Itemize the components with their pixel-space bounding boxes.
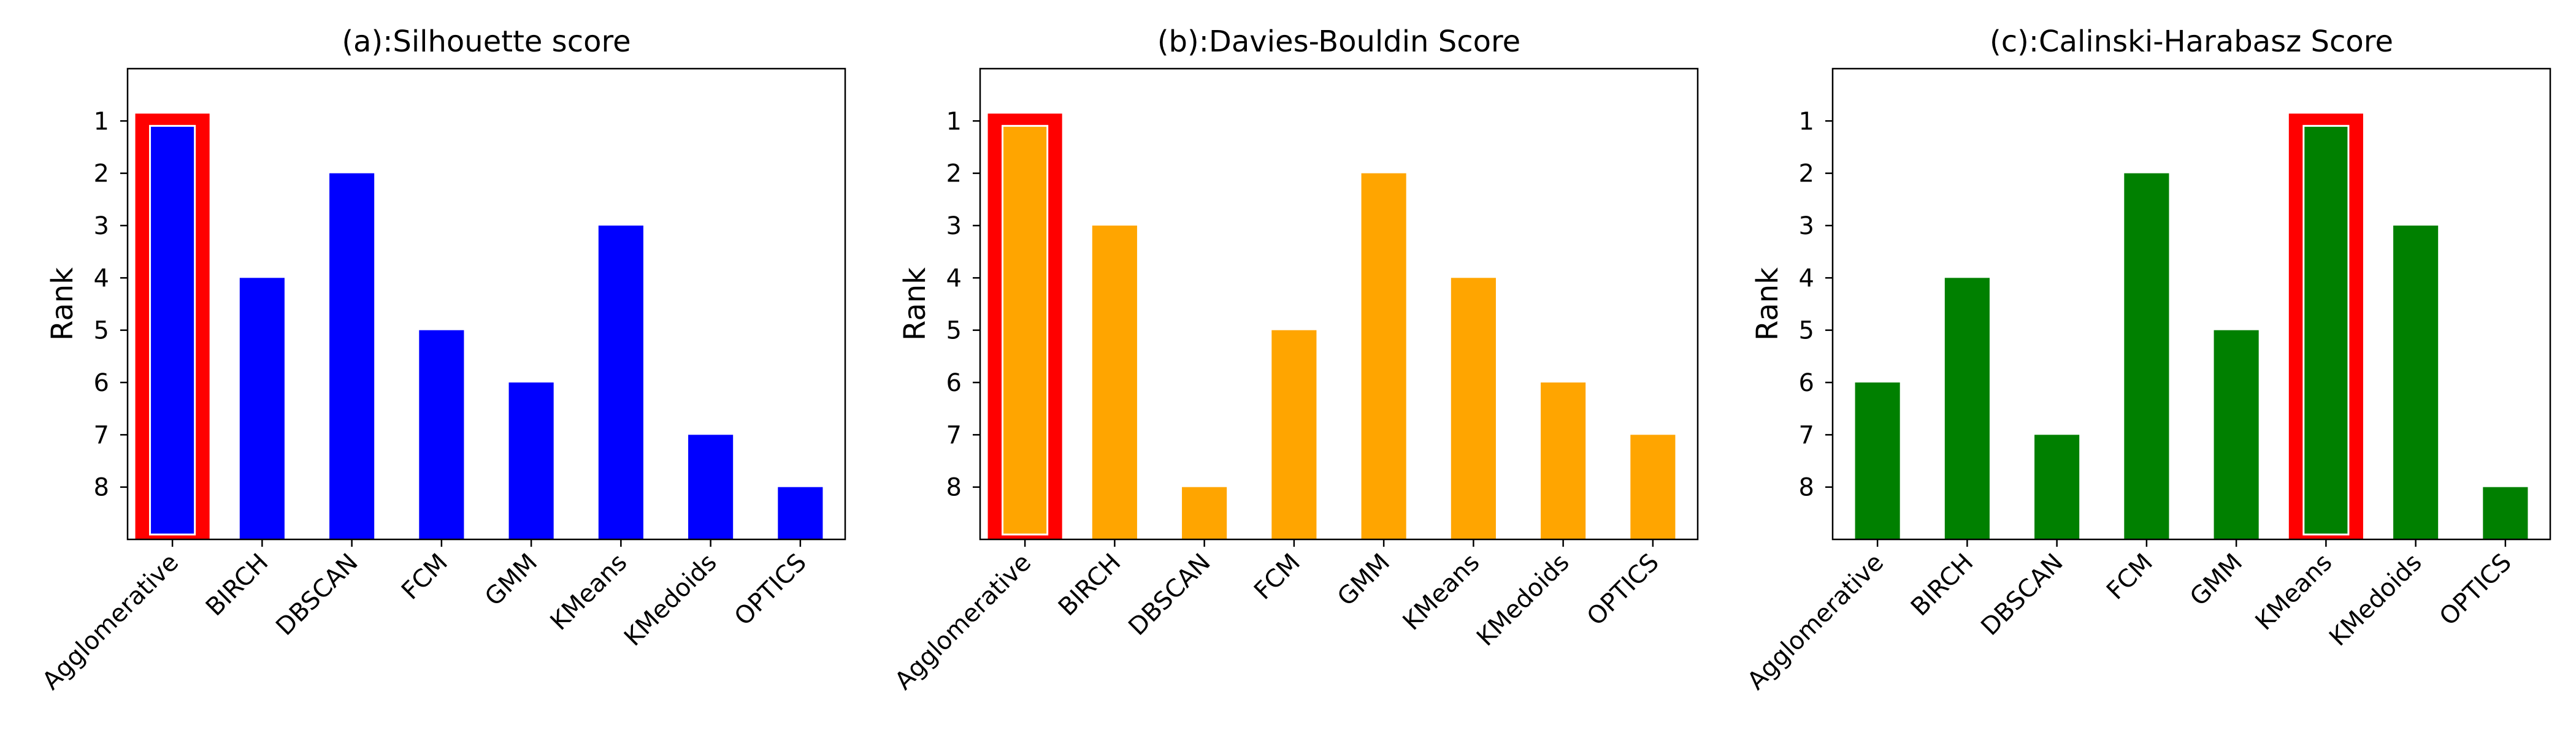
bar	[1361, 173, 1406, 540]
x-tick-label: FCM	[396, 549, 453, 606]
x-tick-label: KMedoids	[2324, 549, 2428, 652]
y-axis-label: Rank	[1750, 267, 1785, 341]
y-tick-label: 8	[1799, 474, 1814, 502]
x-tick-label: KMeans	[2250, 549, 2338, 636]
y-tick-label: 4	[946, 264, 962, 292]
x-tick-label: BIRCH	[201, 549, 274, 622]
bar	[2393, 226, 2439, 539]
y-tick-label: 7	[94, 421, 109, 449]
x-tick-label: Agglomerative	[37, 549, 184, 696]
x-tick-label: BIRCH	[1906, 549, 1979, 622]
x-tick-label: Agglomerative	[1742, 549, 1889, 696]
bar	[1541, 382, 1586, 539]
x-tick-label: OPTICS	[2434, 549, 2517, 631]
x-tick-label: GMM	[1332, 549, 1395, 612]
y-tick-label: 3	[94, 212, 109, 240]
bar	[239, 278, 285, 539]
y-tick-label: 2	[946, 160, 962, 188]
y-tick-label: 7	[946, 421, 962, 449]
x-tick-label: GMM	[480, 549, 543, 612]
plot-frame	[126, 67, 846, 541]
x-tick-label: OPTICS	[1582, 549, 1665, 631]
chart-title: (a):Silhouette score	[342, 25, 631, 59]
y-axis-label: Rank	[898, 267, 932, 341]
x-tick-label: BIRCH	[1053, 549, 1127, 622]
y-tick-label: 5	[94, 317, 109, 345]
y-tick-label: 5	[946, 317, 962, 345]
y-tick-label: 7	[1799, 421, 1814, 449]
bar	[1855, 382, 1900, 539]
bar	[2302, 124, 2350, 536]
y-tick-label: 4	[1799, 264, 1814, 292]
y-tick-label: 1	[946, 107, 962, 135]
bar	[598, 226, 643, 539]
bar	[2124, 173, 2169, 540]
chart-title: (c):Calinski-Harabasz Score	[1990, 25, 2393, 59]
y-tick-label: 1	[1799, 107, 1814, 135]
x-tick-label: Agglomerative	[889, 549, 1037, 696]
x-tick-label: KMeans	[1398, 549, 1485, 636]
y-tick-label: 8	[94, 474, 109, 502]
x-tick-label: KMeans	[545, 549, 633, 636]
x-tick-label: DBSCAN	[270, 549, 363, 641]
x-tick-label: FCM	[1249, 549, 1306, 606]
bar	[149, 124, 196, 536]
y-tick-label: 6	[1799, 369, 1814, 397]
plot-frame	[979, 67, 1699, 541]
x-tick-label: FCM	[2101, 549, 2158, 606]
plot-frame	[1831, 67, 2551, 541]
bar	[1271, 330, 1317, 539]
bar	[1944, 278, 1990, 539]
x-tick-label: OPTICS	[729, 549, 812, 631]
y-tick-label: 6	[946, 369, 962, 397]
y-tick-label: 3	[946, 212, 962, 240]
bar	[2034, 435, 2080, 539]
bar	[1630, 435, 1676, 539]
y-tick-label: 3	[1799, 212, 1814, 240]
x-tick-label: KMedoids	[1471, 549, 1575, 652]
y-tick-label: 6	[94, 369, 109, 397]
y-tick-label: 1	[94, 107, 109, 135]
bar	[2214, 330, 2259, 539]
y-axis-label: Rank	[45, 267, 80, 341]
bar	[2483, 487, 2528, 539]
y-tick-label: 5	[1799, 317, 1814, 345]
bar	[419, 330, 464, 539]
bar	[1182, 487, 1227, 539]
y-tick-label: 2	[94, 160, 109, 188]
bar	[778, 487, 823, 539]
x-tick-label: DBSCAN	[1123, 549, 1216, 641]
x-tick-label: DBSCAN	[1976, 549, 2068, 641]
y-tick-label: 4	[94, 264, 109, 292]
y-tick-label: 8	[946, 474, 962, 502]
bar	[1451, 278, 1496, 539]
x-tick-label: GMM	[2185, 549, 2248, 612]
bar	[329, 173, 375, 540]
bar	[1002, 124, 1049, 536]
chart-title: (b):Davies-Bouldin Score	[1157, 25, 1520, 59]
y-tick-label: 2	[1799, 160, 1814, 188]
bar	[508, 382, 554, 539]
bar	[688, 435, 734, 539]
x-tick-label: KMedoids	[619, 549, 723, 652]
bar	[1092, 226, 1137, 539]
